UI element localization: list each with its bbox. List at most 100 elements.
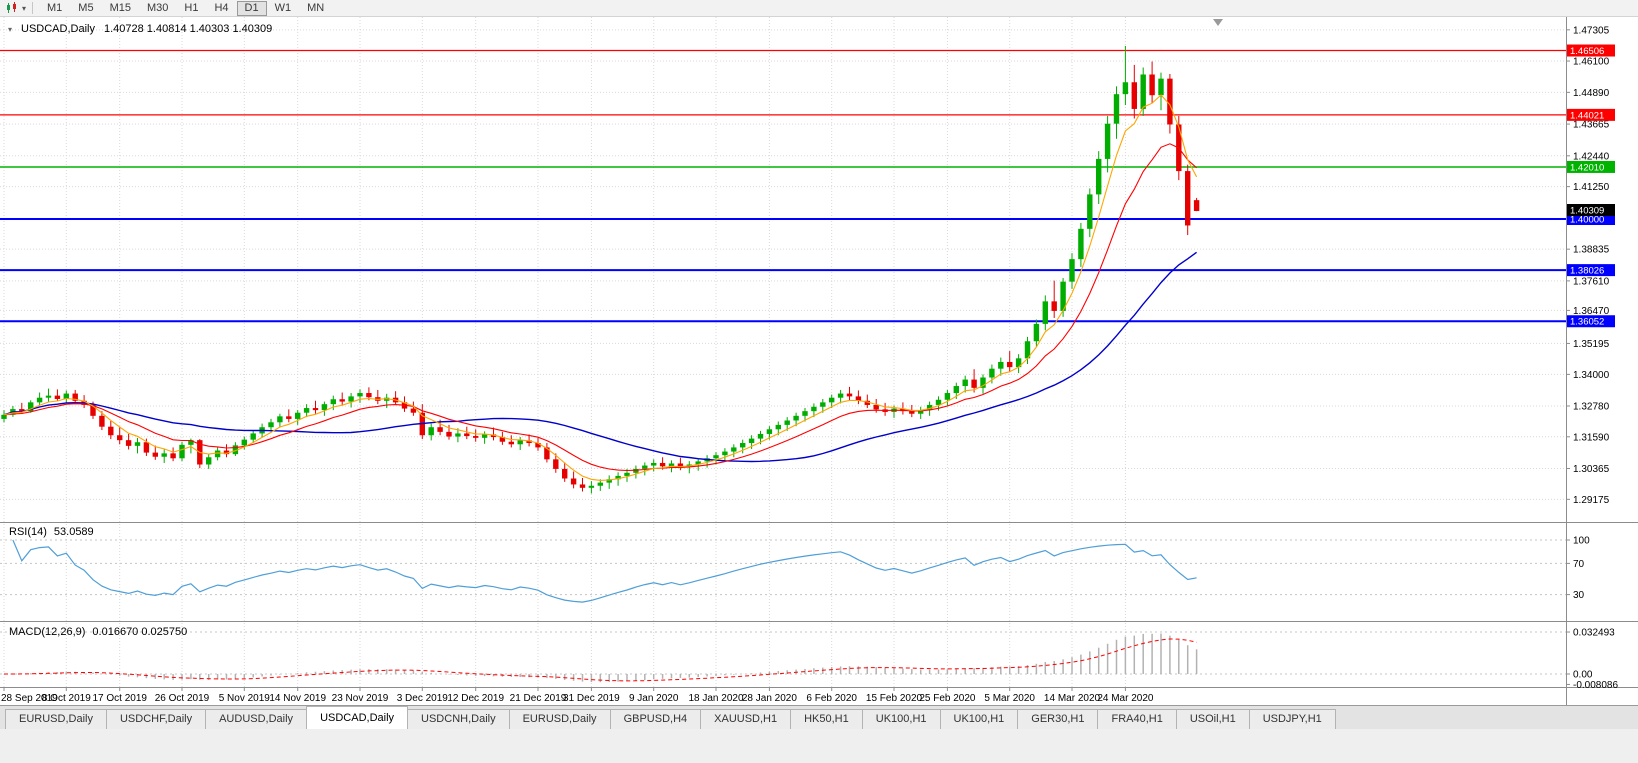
timeframe-button-m1[interactable]: M1 (47, 1, 63, 14)
level-price-tag (1567, 213, 1615, 225)
svg-text:14 Nov 2019: 14 Nov 2019 (269, 693, 326, 704)
chart-tab-xauusd-h1[interactable]: XAUUSD,H1 (700, 709, 792, 729)
chart-tab-uk100-h1[interactable]: UK100,H1 (861, 709, 941, 729)
chart-tab-audusd-daily[interactable]: AUDUSD,Daily (205, 709, 308, 729)
chart-tabs-bar: EURUSD,Daily USDCHF,Daily AUDUSD,Daily USDC… (0, 705, 1638, 729)
timeframe-button-mn[interactable]: MN (307, 1, 325, 14)
svg-text:28 Jan 2020: 28 Jan 2020 (742, 693, 797, 704)
timeframe-button-m5[interactable]: M5 (78, 1, 94, 14)
chart-tab-fra40-h1[interactable]: FRA40,H1 (1097, 709, 1177, 729)
ohlc-values: 1.40728 1.40814 1.40303 1.40309 (103, 23, 273, 35)
rsi-indicator-name: RSI(14) (9, 526, 47, 538)
timeframe-toolbar: ▾ M1 M5 M15 M30 H1 H4 D1 W1 MN (0, 0, 1638, 17)
svg-text:30: 30 (1573, 590, 1585, 601)
bottom-filler (0, 729, 1638, 763)
chart-shift-marker[interactable] (1213, 19, 1223, 26)
svg-text:1.46100: 1.46100 (1573, 57, 1610, 68)
chart-tab-hk50-h1[interactable]: HK50,H1 (790, 709, 863, 729)
rsi-line (12, 539, 1197, 603)
svg-text:31 Dec 2019: 31 Dec 2019 (563, 693, 620, 704)
chart-tab-usoil-h1[interactable]: USOil,H1 (1175, 709, 1250, 729)
toolbar-separator (32, 2, 34, 14)
svg-text:5 Nov 2019: 5 Nov 2019 (219, 693, 271, 704)
svg-text:8 Oct 2019: 8 Oct 2019 (42, 693, 91, 704)
level-price-tag (1567, 264, 1615, 277)
ma-mid-line (3, 143, 1197, 472)
svg-text:1.40000: 1.40000 (1570, 215, 1604, 226)
svg-text:6 Feb 2020: 6 Feb 2020 (806, 693, 857, 704)
level-price-tag (1567, 160, 1615, 173)
svg-text:1.41250: 1.41250 (1573, 182, 1610, 193)
chart-background[interactable] (0, 17, 1638, 705)
svg-text:12 Dec 2019: 12 Dec 2019 (447, 693, 504, 704)
chevron-down-icon[interactable]: ▾ (22, 3, 27, 13)
svg-text:1.29175: 1.29175 (1573, 495, 1610, 506)
timeframe-buttons: M1 M5 M15 M30 H1 H4 D1 W1 MN (39, 0, 332, 16)
timeframe-button-d1[interactable]: D1 (236, 0, 267, 16)
svg-text:24 Mar 2020: 24 Mar 2020 (1097, 693, 1154, 704)
level-price-tag (1567, 44, 1615, 57)
svg-text:1.44021: 1.44021 (1570, 110, 1604, 121)
svg-text:15 Feb 2020: 15 Feb 2020 (866, 693, 923, 704)
macd-current-values: 0.016670 0.025750 (92, 626, 188, 638)
svg-text:3 Dec 2019: 3 Dec 2019 (397, 693, 449, 704)
timeframe-button-w1[interactable]: W1 (274, 1, 292, 14)
level-price-tag (1567, 108, 1615, 121)
chart-tab-usdcnh-daily[interactable]: USDCNH,Daily (407, 709, 510, 729)
timeframe-button-m15[interactable]: M15 (109, 1, 131, 14)
svg-text:1.35195: 1.35195 (1573, 339, 1610, 350)
svg-text:1.37610: 1.37610 (1573, 276, 1610, 287)
chart-tab-usdjpy-h1[interactable]: USDJPY,H1 (1248, 709, 1336, 729)
chart-title: ▾ USDCAD,Daily 1.40728 1.40814 1.40303 1… (8, 23, 272, 35)
rsi-current-value: 53.0589 (53, 526, 94, 538)
svg-text:14 Mar 2020: 14 Mar 2020 (1044, 693, 1101, 704)
svg-text:1.42440: 1.42440 (1573, 151, 1610, 162)
chart-type-icon[interactable] (5, 2, 20, 14)
price-axis[interactable]: 1.47305 1.46100 1.44890 1.43665 1.42440 1.412… (1566, 25, 1618, 691)
svg-text:1.40309: 1.40309 (1570, 205, 1604, 216)
svg-text:1.38026: 1.38026 (1570, 266, 1604, 277)
chart-tab-uk100-h1[interactable]: UK100,H1 (939, 709, 1019, 729)
timeframe-button-h1[interactable]: H1 (184, 1, 199, 14)
chart-tab-usdchf-daily[interactable]: USDCHF,Daily (105, 709, 207, 729)
svg-text:17 Oct 2019: 17 Oct 2019 (92, 693, 147, 704)
rsi-label: RSI(14) 53.0589 (9, 526, 94, 538)
svg-text:9 Jan 2020: 9 Jan 2020 (629, 693, 679, 704)
svg-text:1.43665: 1.43665 (1573, 120, 1610, 131)
svg-text:1.47305: 1.47305 (1573, 25, 1610, 36)
svg-text:21 Dec 2019: 21 Dec 2019 (510, 693, 567, 704)
symbol-period-label: USDCAD,Daily (21, 23, 95, 35)
chart-tab-usdcad-daily[interactable]: USDCAD,Daily (306, 706, 409, 729)
svg-text:23 Nov 2019: 23 Nov 2019 (332, 693, 389, 704)
svg-text:0.032493: 0.032493 (1573, 628, 1615, 639)
timeframe-button-m30[interactable]: M30 (146, 1, 169, 14)
macd-indicator-name: MACD(12,26,9) (9, 626, 86, 638)
svg-text:26 Oct 2019: 26 Oct 2019 (155, 693, 210, 704)
chart-canvas[interactable]: 1.47305 1.46100 1.44890 1.43665 1.42440 1.412… (0, 17, 1638, 705)
macd-histogram (12, 633, 1198, 683)
svg-text:1.46506: 1.46506 (1570, 46, 1604, 57)
ma-slow-line (3, 251, 1198, 463)
svg-text:1.44890: 1.44890 (1573, 88, 1610, 99)
macd-signal-line (4, 638, 1197, 682)
svg-text:1.42010: 1.42010 (1570, 162, 1604, 173)
chart-tab-ger30-h1[interactable]: GER30,H1 (1017, 709, 1099, 729)
svg-text:1.30365: 1.30365 (1573, 464, 1610, 475)
svg-text:70: 70 (1573, 559, 1585, 570)
collapse-icon[interactable]: ▾ (8, 24, 13, 34)
chart-tab-eurusd-daily[interactable]: EURUSD,Daily (508, 709, 611, 729)
pane-separators[interactable] (0, 17, 1638, 705)
current-price-tag (1567, 203, 1615, 216)
svg-text:1.32780: 1.32780 (1573, 401, 1610, 412)
ma-fast-line (3, 94, 1198, 481)
horizontal-levels[interactable] (0, 49, 1566, 323)
level-price-tag (1567, 315, 1615, 328)
svg-text:-0.008086: -0.008086 (1573, 680, 1618, 691)
svg-text:100: 100 (1573, 536, 1590, 547)
svg-text:1.31590: 1.31590 (1573, 432, 1610, 443)
chart-tab-gbpusd-h4[interactable]: GBPUSD,H4 (609, 709, 702, 729)
timeframe-button-h4[interactable]: H4 (214, 1, 229, 14)
chart-tab-eurusd-daily[interactable]: EURUSD,Daily (5, 709, 107, 729)
